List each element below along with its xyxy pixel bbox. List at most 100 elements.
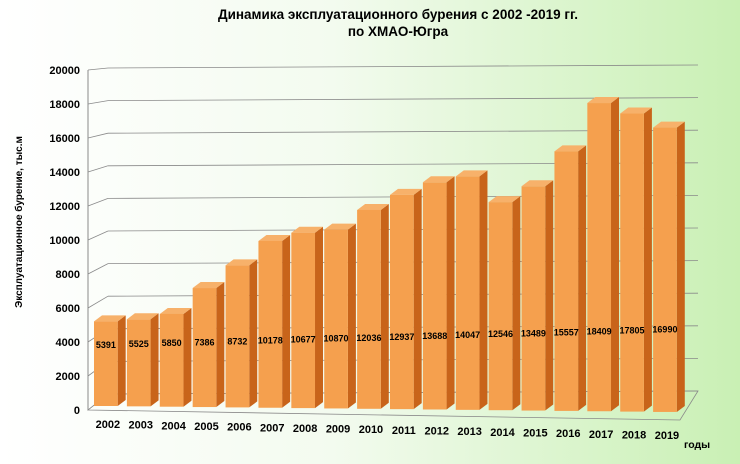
bar: 12546: [488, 196, 521, 411]
bar: 18409: [587, 97, 620, 412]
y-tick-label: 8000: [56, 269, 80, 281]
data-label: 12036: [356, 333, 381, 343]
grid-line-side: [87, 198, 109, 207]
data-label: 12937: [389, 332, 414, 342]
data-label: 5850: [162, 338, 182, 348]
chart-title: Динамика эксплуатационного бурения с 200…: [218, 7, 578, 22]
y-tick-label: 0: [74, 405, 80, 417]
x-tick-label: 2006: [227, 422, 251, 434]
y-tick-label: 14000: [49, 167, 80, 179]
bar-front: [159, 313, 184, 407]
bar-front: [225, 265, 250, 408]
grid-line: [107, 64, 699, 69]
bar-side: [512, 196, 521, 411]
bar-top: [192, 282, 225, 289]
bar: 5391: [94, 315, 126, 406]
data-label: 7386: [194, 337, 214, 347]
bar-front: [653, 127, 677, 412]
data-label: 5525: [129, 339, 149, 349]
bars: 5391 5525 5850 7386 8732 10178 10677 10870 12036…: [94, 97, 685, 412]
bar-front: [455, 176, 480, 410]
bar-front: [192, 288, 217, 408]
bar-side: [676, 121, 685, 412]
x-tick-label: 2014: [490, 427, 515, 439]
bar-top: [126, 313, 159, 320]
bar: 15557: [554, 145, 587, 411]
bar-front: [390, 194, 414, 410]
bar-top: [422, 176, 455, 183]
x-tick-label: 2008: [293, 423, 317, 435]
bar-front: [126, 319, 151, 407]
bar-top: [94, 315, 126, 322]
bar-front: [357, 209, 381, 409]
x-tick-label: 2017: [589, 429, 613, 441]
bar-side: [545, 180, 554, 411]
x-tick-label: 2005: [194, 421, 218, 433]
x-tick-label: 2002: [96, 419, 120, 431]
grid-line-side: [87, 263, 109, 275]
bar-side: [611, 97, 620, 412]
bar-top: [587, 97, 620, 104]
grid-line-side: [87, 165, 109, 173]
bar-front: [587, 103, 612, 412]
bar-side: [183, 307, 192, 407]
data-label: 10178: [258, 336, 283, 346]
y-tick-label: 20000: [49, 65, 80, 77]
x-tick-label: 2011: [392, 425, 416, 437]
bar-side: [413, 188, 422, 410]
x-tick-label: 2009: [326, 424, 350, 436]
bar-side: [643, 107, 652, 412]
y-tick-label: 2000: [56, 371, 80, 383]
x-tick-label: 2019: [655, 430, 679, 442]
y-tick-label: 18000: [49, 99, 80, 111]
bar-side: [249, 259, 258, 408]
data-label: 14047: [455, 330, 480, 340]
x-tick-label: 2004: [161, 420, 186, 432]
bar: 10870: [324, 223, 356, 409]
bar-side: [380, 203, 389, 409]
x-tick-label: 2016: [556, 428, 580, 440]
chart-subtitle: по ХМАО-Югра: [348, 24, 449, 39]
bar: 17805: [620, 107, 652, 412]
y-tick-label: 16000: [49, 133, 80, 145]
grid-line-side: [87, 132, 109, 139]
y-tick-label: 6000: [56, 303, 80, 315]
data-label: 10870: [324, 334, 349, 344]
grid-line-side: [87, 67, 109, 71]
bar: 5850: [159, 307, 192, 407]
x-tick-label: 2013: [457, 426, 481, 438]
bar: 8732: [225, 259, 258, 408]
bar-side: [446, 176, 455, 410]
x-tick-label: 2012: [424, 426, 448, 438]
bar: 16990: [652, 121, 685, 412]
bar-side: [347, 223, 356, 409]
bar-top: [390, 188, 422, 195]
y-tick-label: 10000: [49, 235, 80, 247]
bar-top: [554, 145, 587, 152]
bar-side: [315, 226, 324, 409]
x-tick-labels: 2002 2003 2004 2005 2006 2007 2008 2009 2010 2011…: [96, 419, 680, 442]
y-tick-label: 12000: [49, 201, 80, 213]
x-tick-label: 2015: [523, 427, 547, 439]
data-label: 13688: [422, 331, 447, 341]
data-label: 10677: [291, 335, 316, 345]
bar-top: [488, 196, 521, 203]
data-label: 8732: [227, 336, 247, 346]
grid-line-side: [87, 295, 109, 309]
bar-side: [282, 234, 291, 408]
bar-side: [479, 170, 488, 410]
bar: 12937: [389, 188, 422, 410]
x-tick-label: 2018: [622, 429, 646, 441]
y-tick-label: 4000: [56, 337, 80, 349]
bar: 10178: [258, 234, 291, 408]
bar-top: [521, 180, 554, 187]
bar-top: [324, 223, 356, 230]
bar-front: [258, 240, 283, 408]
data-label: 15557: [554, 327, 579, 337]
bar: 14047: [455, 170, 488, 410]
x-tick-label: 2010: [359, 424, 383, 436]
bar-front: [291, 232, 316, 409]
bar-front: [620, 113, 644, 412]
bar-top: [225, 259, 258, 266]
